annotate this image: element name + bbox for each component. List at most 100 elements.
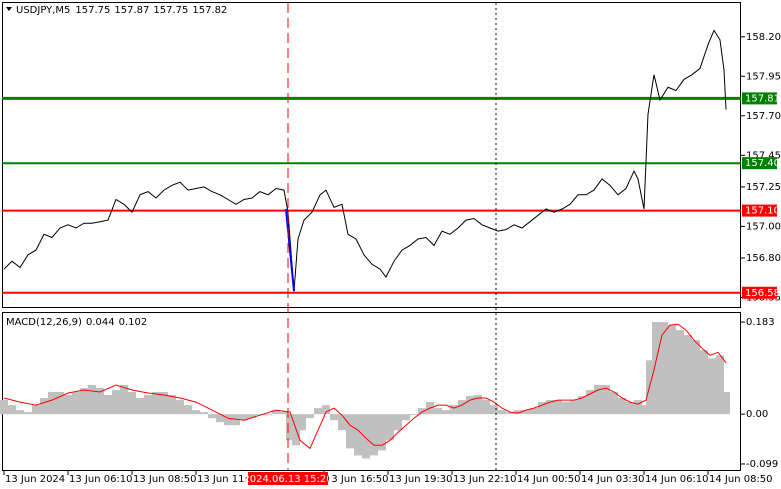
histogram-bar <box>530 408 538 415</box>
histogram-bar <box>692 340 700 415</box>
symbol: USDJPY,M5 <box>16 5 70 16</box>
histogram-bar <box>722 392 730 415</box>
histogram-bar <box>394 414 402 431</box>
histogram-bar <box>652 322 660 415</box>
histogram-bar <box>538 402 546 415</box>
histogram-bar <box>144 395 152 415</box>
histogram-bar <box>610 392 618 415</box>
histogram-bar <box>482 400 490 415</box>
macd-header: MACD(12,26,9) 0.044 0.102 <box>6 317 147 328</box>
price-header: USDJPY,M5 157.75 157.87 157.75 157.82 <box>16 5 227 16</box>
histogram-bar <box>272 410 280 415</box>
x-tick-label: 13 Jun 22:10 <box>453 474 517 485</box>
histogram-bar <box>314 408 322 415</box>
histogram-bar <box>370 414 378 456</box>
open: 157.75 <box>75 5 110 16</box>
level-label-box <box>742 92 777 105</box>
y-tick-label: 157.25 <box>746 182 781 193</box>
histogram-bar <box>634 400 642 415</box>
macd-value: 0.044 <box>86 317 115 328</box>
histogram-bar <box>248 414 256 419</box>
histogram-bar <box>16 410 24 415</box>
histogram-bar <box>184 405 192 415</box>
histogram-bar <box>256 414 264 416</box>
histogram-bar <box>224 414 232 426</box>
histogram-bar <box>152 392 160 415</box>
histogram-bar <box>96 387 104 415</box>
y-tick-label: 158.20 <box>746 32 781 43</box>
histogram-bar <box>378 414 386 451</box>
histogram-bar <box>474 395 482 415</box>
histogram-bar <box>136 398 144 415</box>
level-label: 157.81 <box>745 93 780 104</box>
signal-line <box>3 323 727 450</box>
histogram-bar <box>192 410 200 415</box>
histogram-bar <box>330 414 338 421</box>
histogram-bar <box>64 395 72 415</box>
histogram-bar <box>8 405 16 415</box>
histogram-bar <box>522 410 530 415</box>
macd-name: MACD(12,26,9) <box>6 317 82 328</box>
histogram-bar <box>40 398 48 415</box>
histogram-bar <box>466 396 474 415</box>
histogram-bar <box>322 405 330 415</box>
histogram-bar <box>506 412 514 415</box>
trend-segment <box>285 208 295 292</box>
level-label: 156.58 <box>745 288 780 299</box>
price-line <box>3 29 727 292</box>
histogram-bar <box>264 414 272 416</box>
histogram-bar <box>240 414 248 421</box>
histogram-bar <box>442 410 450 415</box>
histogram-bar <box>160 392 168 415</box>
cursor-label: 2024.06.13 15:20 <box>243 474 332 485</box>
histogram-bar <box>48 392 56 415</box>
histogram-bar <box>546 400 554 415</box>
histogram-bar <box>200 412 208 415</box>
level-label-box <box>742 157 777 170</box>
histogram-bar <box>626 402 634 415</box>
histogram-bar <box>586 389 594 415</box>
price-panel <box>2 2 741 308</box>
low: 157.75 <box>153 5 188 16</box>
histogram-bar <box>338 414 346 431</box>
close: 157.82 <box>192 5 227 16</box>
histogram-bar <box>458 400 466 415</box>
y-tick-label: 156.80 <box>746 253 781 264</box>
y-tick-label: 157.00 <box>746 221 781 232</box>
cursor-label-box <box>248 472 328 485</box>
level-label: 157.40 <box>745 158 780 169</box>
histogram-bar <box>490 405 498 415</box>
histogram-bar <box>24 412 32 415</box>
histogram-bar <box>176 400 184 415</box>
histogram-bar <box>646 360 654 415</box>
histogram-bar <box>56 392 64 415</box>
histogram-bar <box>562 402 570 415</box>
y-tick-label: 157.95 <box>746 71 781 82</box>
x-tick-label: 13 Jun 19:30 <box>389 474 453 485</box>
y-tick-label: 0.183 <box>746 317 775 328</box>
histogram-bar <box>554 400 562 415</box>
histogram-bar <box>402 414 410 421</box>
histogram-bar <box>716 355 724 415</box>
histogram-bar <box>668 325 676 415</box>
level-label-box <box>742 204 777 217</box>
histogram-bar <box>346 414 354 449</box>
x-tick-label: 14 Jun 06:10 <box>645 474 709 485</box>
y-tick-label: 157.70 <box>746 111 781 122</box>
histogram-bar <box>700 350 708 415</box>
histogram-bar <box>684 335 692 415</box>
histogram-bar <box>386 414 394 441</box>
x-tick-label: 13 Jun 08:50 <box>133 474 197 485</box>
histogram-bar <box>286 414 294 441</box>
x-tick-label: 14 Jun 03:30 <box>581 474 645 485</box>
histogram-bar <box>80 387 88 415</box>
histogram-bar <box>618 398 626 415</box>
histogram-bar <box>362 414 370 459</box>
histogram-bar <box>434 408 442 415</box>
histogram-bar <box>0 400 8 415</box>
histogram-bar <box>498 410 506 415</box>
histogram-bar <box>354 414 362 456</box>
histogram-bar <box>306 414 314 419</box>
histogram-bar <box>708 358 716 415</box>
histogram-bar <box>72 392 80 415</box>
